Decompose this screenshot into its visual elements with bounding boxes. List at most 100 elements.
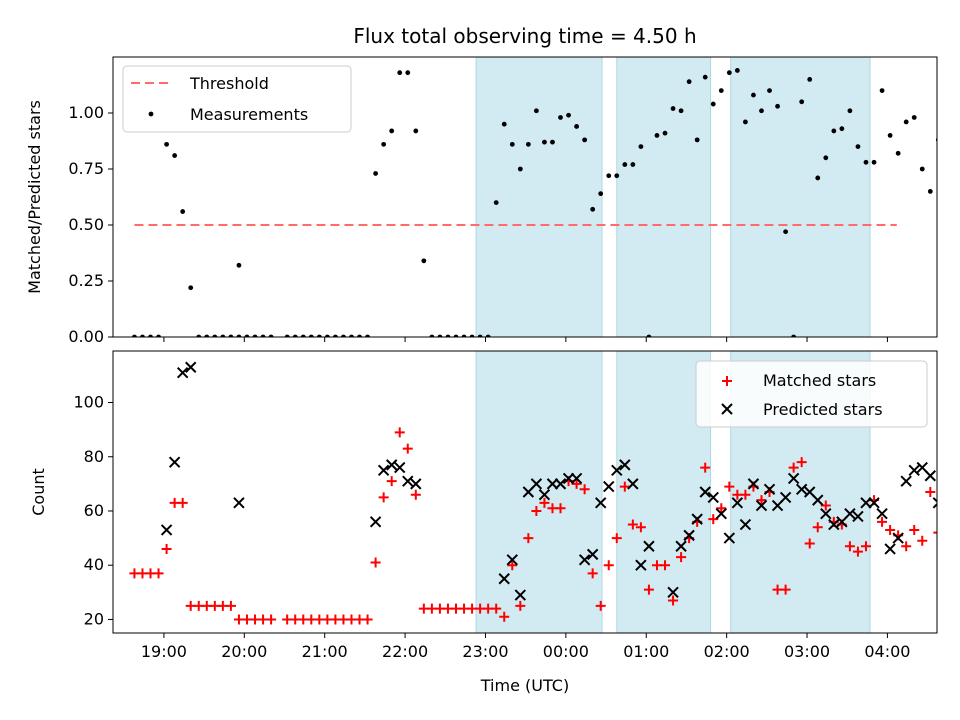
- measurement-point: [156, 334, 161, 337]
- measurement-point: [389, 128, 395, 134]
- matched-star-point: [724, 481, 735, 492]
- measurement-point: [509, 141, 515, 147]
- measurement-point: [477, 334, 483, 337]
- predicted-star-point: [787, 472, 800, 485]
- chart-title: Flux total observing time = 4.50 h: [353, 24, 696, 48]
- legend-box: [122, 65, 352, 133]
- predicted-star-point: [699, 486, 711, 498]
- y-tick-label: 1.00: [68, 103, 104, 122]
- measurement-point: [228, 334, 234, 337]
- x-tick-label: 23:00: [462, 642, 508, 661]
- measurement-point: [413, 128, 419, 134]
- predicted-star-point: [707, 491, 719, 504]
- predicted-star-point: [820, 507, 832, 520]
- matched-star-point: [386, 476, 397, 487]
- measurement-point: [791, 334, 797, 337]
- measurement-point: [517, 166, 523, 172]
- y-axis-label: Count: [29, 468, 48, 516]
- predicted-star-point: [908, 464, 920, 477]
- matched-star-point: [756, 495, 767, 506]
- predicted-star-point: [538, 489, 551, 501]
- measurement-point: [212, 334, 218, 337]
- measurement-point: [759, 108, 764, 114]
- legend-predicted-label: Predicted stars: [763, 400, 883, 419]
- matched-star-point: [716, 503, 727, 514]
- measurement-point: [501, 121, 507, 127]
- predicted-star-point: [530, 478, 543, 490]
- measurement-point: [574, 124, 579, 129]
- measurement-point: [196, 334, 202, 337]
- matched-star-point: [225, 600, 236, 611]
- matched-star-point: [925, 487, 936, 497]
- measurement-point: [831, 128, 837, 134]
- matched-star-point: [844, 541, 855, 552]
- predicted-star-point: [932, 497, 937, 509]
- matched-star-point: [587, 568, 598, 579]
- legend-predicted-swatch: [721, 403, 733, 415]
- y-axis-label: Matched/Predicted stars: [25, 100, 44, 294]
- matched-star-point: [177, 497, 188, 508]
- measurement-point: [839, 126, 845, 132]
- matched-star-point: [507, 560, 518, 571]
- matched-star-point: [266, 614, 277, 625]
- y-tick-label: 40: [84, 555, 104, 574]
- matched-star-point: [571, 478, 582, 489]
- measurement-point: [220, 334, 226, 337]
- legend-threshold-label: Threshold: [189, 74, 269, 93]
- predicted-star-point: [611, 464, 623, 477]
- measurement-point: [823, 155, 829, 161]
- shaded-interval-1: [475, 56, 603, 338]
- matched-star-point: [668, 595, 679, 606]
- x-tick-label: 21:00: [302, 642, 348, 661]
- predicted-star-point: [402, 475, 414, 487]
- measurement-point: [751, 92, 756, 98]
- matched-star-point: [153, 568, 164, 579]
- measurement-point: [767, 88, 772, 93]
- measurement-point: [236, 262, 242, 268]
- measurement-point: [172, 153, 178, 158]
- measurement-point: [855, 144, 861, 150]
- measurement-point: [445, 334, 451, 337]
- measurement-point: [316, 334, 322, 337]
- matched-star-point: [676, 552, 687, 563]
- measurement-point: [622, 162, 628, 167]
- measurement-point: [381, 141, 387, 147]
- y-tick-label: 0.25: [68, 271, 104, 290]
- measurement-point: [598, 191, 604, 197]
- y-tick-label: 0.75: [68, 159, 104, 178]
- measurement-point: [236, 334, 242, 337]
- predicted-star-point: [377, 464, 390, 477]
- measurement-point: [662, 130, 668, 136]
- measurement-point: [847, 108, 853, 114]
- plot-area: [132, 68, 937, 337]
- measurement-point: [180, 209, 186, 214]
- legend-measurements-label: Measurements: [190, 105, 308, 124]
- matched-star-point: [499, 611, 510, 622]
- measurement-point: [566, 112, 571, 118]
- measurement-point: [646, 334, 652, 337]
- measurement-point: [726, 70, 732, 76]
- predicted-star-point: [619, 459, 631, 471]
- x-tick-label: 20:00: [221, 642, 267, 661]
- predicted-star-point: [233, 497, 245, 509]
- measurement-point: [469, 334, 475, 337]
- shaded-interval-1: [475, 350, 603, 634]
- predicted-star-point: [763, 483, 776, 495]
- shaded-interval-2: [616, 350, 712, 634]
- measurement-point: [558, 115, 563, 120]
- matched-star-point: [635, 522, 646, 533]
- matched-star-point: [491, 603, 502, 614]
- measurement-point: [895, 150, 901, 156]
- matched-star-point: [877, 516, 888, 527]
- matched-star-point: [949, 582, 959, 592]
- predicted-star-point: [394, 461, 406, 474]
- predicted-star-point: [739, 518, 752, 531]
- matched-star-point: [788, 462, 799, 473]
- predicted-star-point: [779, 491, 792, 504]
- predicted-star-point: [369, 516, 382, 528]
- matched-star-point: [820, 500, 831, 511]
- matched-star-point: [660, 560, 671, 571]
- predicted-star-point: [868, 497, 880, 509]
- matched-star-point: [523, 533, 534, 544]
- measurement-point: [405, 70, 411, 76]
